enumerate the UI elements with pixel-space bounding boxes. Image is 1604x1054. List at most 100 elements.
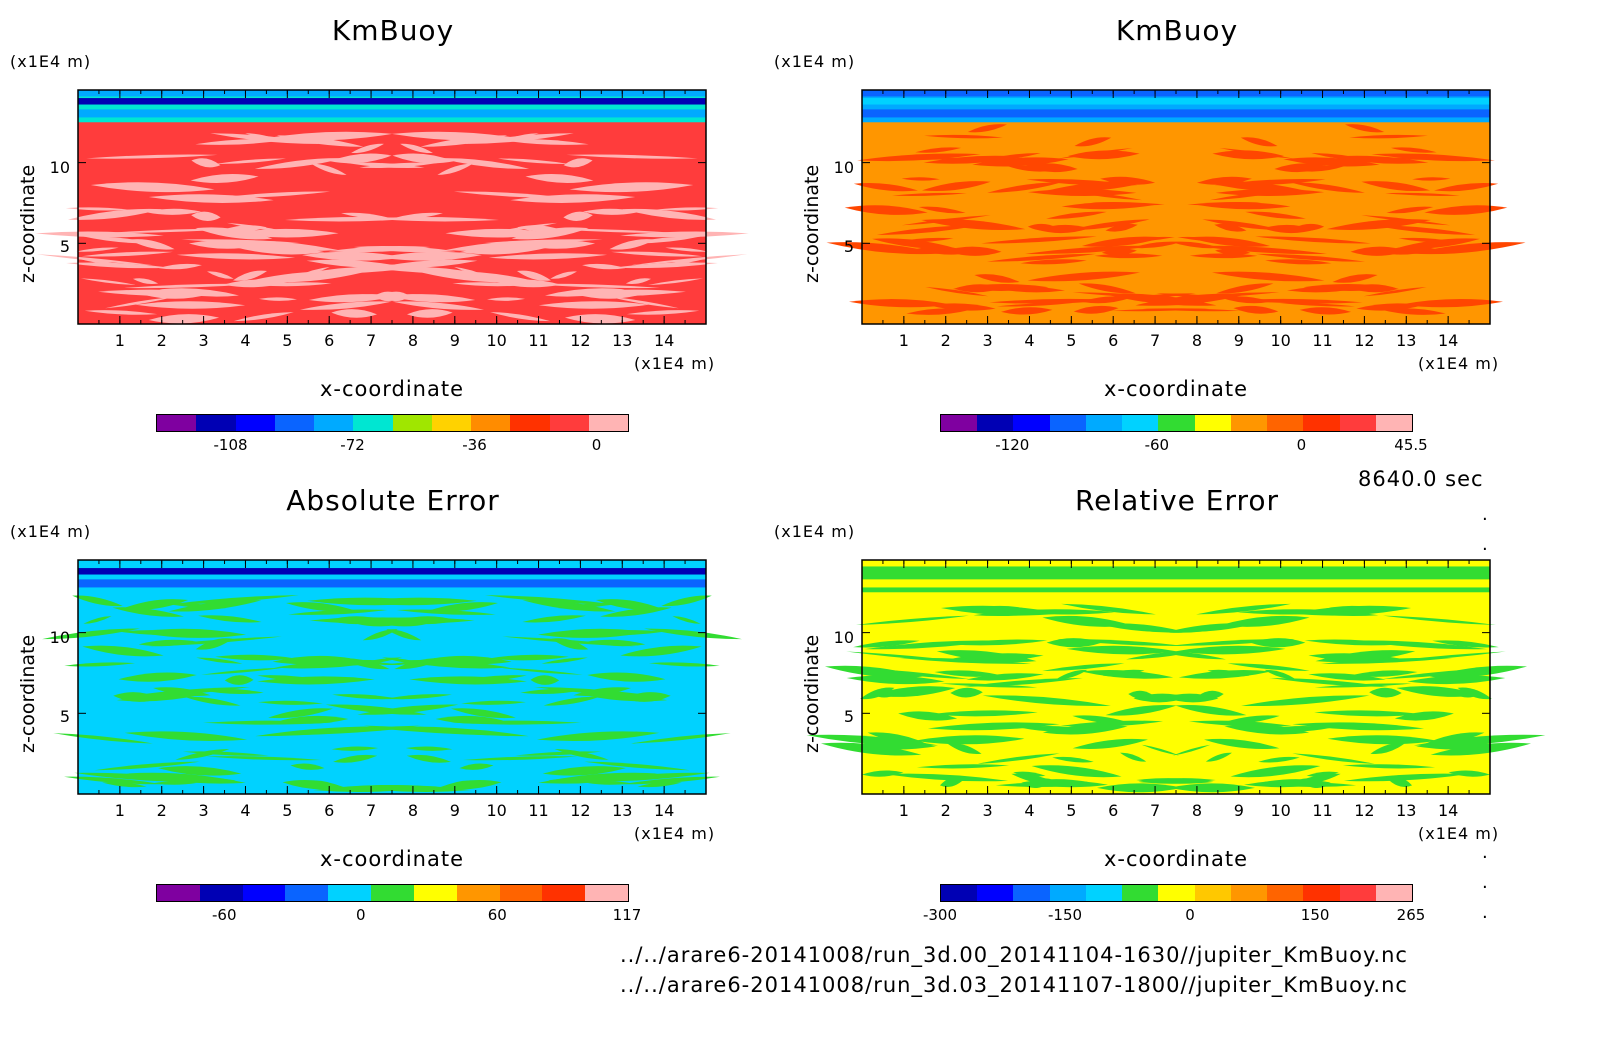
contour-streak [587,672,666,682]
x-tick-label: 3 [198,801,209,820]
contour-streak [661,595,712,607]
contour-streak [1031,765,1122,778]
contour-streak [66,262,170,269]
contour-streak [175,748,230,760]
contour-streak [1128,690,1155,700]
x-tick-label: 8 [407,331,419,350]
colorbar-swatch [157,415,197,431]
contour-streak [966,673,1044,681]
contour-streak [1371,225,1476,235]
colorbar-swatch [1158,415,1195,431]
x-tick-label: 4 [240,331,251,350]
contour-streak [1046,638,1102,648]
contour-streak [826,242,941,255]
contour-streak [1102,669,1145,677]
contour-streak [1073,305,1119,314]
contour-streak [1385,192,1460,196]
contour-streak [488,253,608,260]
contour-streak [191,158,221,168]
contour-streak [981,236,1097,244]
contour-streak [72,595,123,607]
colorbar-tick-label: -300 [922,906,958,924]
contour-streak [450,720,581,725]
contour-streak [300,780,342,790]
top-band [862,568,1490,575]
contour-streak [530,675,560,685]
contour-streak [84,310,158,315]
contour-streak [138,639,197,647]
contour-streak [1395,238,1480,250]
contour-streak [143,290,209,299]
contour-streak [921,181,991,192]
x-tick-label: 14 [653,801,675,820]
colorbar-swatch [941,415,978,431]
contour-streak [258,700,323,705]
contour-streak [1264,725,1331,732]
contour-streak [1216,283,1274,294]
contour-streak [1067,150,1140,160]
contour-streak [200,688,264,695]
contour-streak [929,710,1038,717]
contour-streak [620,645,702,657]
x-tick-label: 7 [365,331,377,350]
contour-streak [1060,720,1164,727]
contour-streak [536,731,660,742]
top-band [78,568,706,575]
contour-streak [901,215,991,226]
colorbar-swatch [977,885,1014,901]
contour-streak [299,301,392,310]
contour-streak [333,754,378,763]
contour-streak [331,746,379,751]
contour-streak [648,278,704,285]
y-unit-label: (x1E4 m) [774,522,856,541]
contour-streak [1240,137,1278,147]
contour-streak [158,766,242,776]
contour-streak [542,766,626,776]
contour-streak [921,219,1026,231]
x-axis-label: x-coordinate [319,377,464,401]
colorbar-swatch [1013,885,1050,901]
colorbar-swatch [285,885,329,901]
panel-title: Absolute Error [286,484,500,517]
contour-streak [648,662,720,667]
x-tick-label: 5 [1066,331,1077,350]
contour-streak [368,217,499,222]
contour-streak [359,162,438,169]
contour-streak [982,695,1111,707]
colorbar-swatch [549,415,589,431]
contour-streak [1097,623,1183,632]
contour-streak [1175,704,1247,716]
colorbar-swatch [1303,885,1340,901]
contour-streak [400,143,433,154]
contour-streak [268,708,333,719]
x-axis-label: x-coordinate [319,847,464,871]
x-tick-label: 5 [1066,801,1077,820]
y-axis-label: z-coordinate [17,164,39,283]
contour-streak [1189,253,1258,259]
contour-streak [386,629,422,641]
contour-streak [1131,241,1182,249]
colorbar-swatch [157,885,200,901]
x-tick-label: 9 [449,801,460,820]
contour-streak [1074,137,1112,147]
top-band [78,98,706,105]
x-tick-label: 12 [570,331,591,350]
contour-streak [1141,744,1180,756]
contour-streak [1345,124,1385,133]
contour-streak [1413,734,1546,746]
contour-streak [527,283,660,289]
decorative-dots: ... [1482,842,1488,923]
x-unit-label: (x1E4 m) [1418,824,1500,843]
contour-streak [906,308,971,315]
colorbar-swatch [371,885,414,901]
contour-streak [1007,165,1052,172]
contour-streak [1220,715,1280,724]
x-tick-label: 7 [1149,331,1161,350]
contour-streak [916,764,1010,769]
contour-streak [1386,206,1434,214]
x-tick-label: 12 [1354,331,1375,350]
x-tick-label: 1 [114,801,125,820]
contour-streak [1196,245,1327,255]
contour-streak [989,298,1116,304]
